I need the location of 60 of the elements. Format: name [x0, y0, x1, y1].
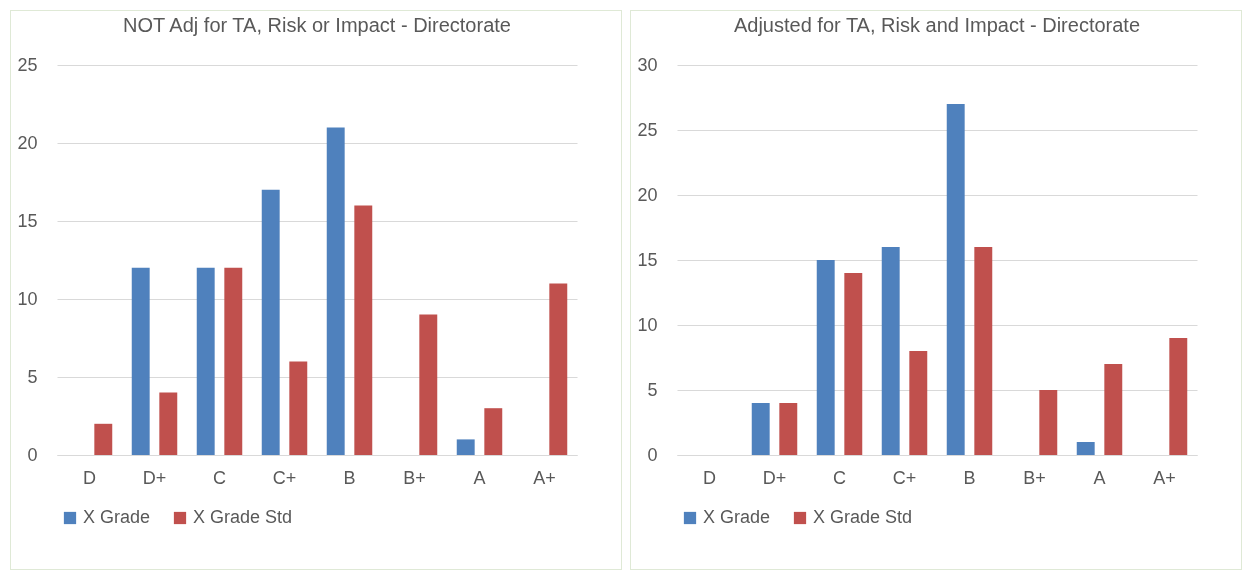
x-tick-label: C [833, 467, 846, 488]
y-tick-label: 0 [647, 444, 658, 465]
bar [159, 392, 178, 455]
x-tick-label: D+ [762, 467, 787, 488]
y-tick-label: 5 [647, 379, 658, 400]
x-tick-label: B+ [403, 467, 426, 488]
x-tick-label: B [963, 467, 976, 488]
x-tick-label: A+ [1153, 467, 1176, 488]
x-tick-label: B [343, 467, 356, 488]
chart-title: Adjusted for TA, Risk and Impact - Directorate [733, 14, 1141, 36]
x-tick-label: D [703, 467, 716, 488]
bar [946, 104, 965, 455]
y-tick-label: 15 [17, 210, 38, 231]
x-tick-label: A [473, 467, 486, 488]
y-tick-label: 25 [17, 54, 38, 75]
bar [549, 283, 568, 455]
y-tick-label: 20 [17, 132, 38, 153]
x-tick-label: C [213, 467, 226, 488]
bar [354, 205, 373, 455]
x-tick-label: C+ [892, 467, 917, 488]
bar [261, 189, 280, 455]
legend-label: X Grade Std [813, 507, 913, 527]
bar [909, 351, 928, 455]
bar [844, 273, 863, 455]
bar [1104, 364, 1123, 455]
y-tick-label: 5 [27, 366, 38, 387]
bar [196, 267, 215, 455]
bar [1076, 442, 1095, 455]
bar [779, 403, 798, 455]
bar [751, 403, 770, 455]
x-tick-label: B+ [1023, 467, 1046, 488]
bar [1039, 390, 1058, 455]
y-tick-label: 25 [637, 119, 658, 140]
x-tick-label: A [1093, 467, 1106, 488]
bar [816, 260, 835, 455]
bar [1169, 338, 1188, 455]
y-tick-label: 10 [637, 314, 658, 335]
bar [419, 314, 438, 455]
legend-label: X Grade [83, 507, 151, 527]
y-tick-label: 20 [637, 184, 658, 205]
chart-title: NOT Adj for TA, Risk or Impact - Directorate [123, 14, 511, 36]
x-tick-label: D+ [142, 467, 167, 488]
y-tick-label: 0 [27, 444, 38, 465]
bar [224, 267, 243, 455]
y-tick-label: 15 [637, 249, 658, 270]
bar [974, 247, 993, 455]
bar [881, 247, 900, 455]
x-tick-label: C+ [272, 467, 297, 488]
y-tick-label: 30 [637, 54, 658, 75]
legend-label: X Grade Std [193, 507, 293, 527]
bar [94, 423, 113, 455]
bar [289, 361, 308, 455]
bar [326, 127, 345, 455]
y-tick-label: 10 [17, 288, 38, 309]
bar [131, 267, 150, 455]
bar [484, 408, 503, 455]
bar [456, 439, 475, 455]
legend-label: X Grade [703, 507, 771, 527]
x-tick-label: D [83, 467, 96, 488]
x-tick-label: A+ [533, 467, 556, 488]
